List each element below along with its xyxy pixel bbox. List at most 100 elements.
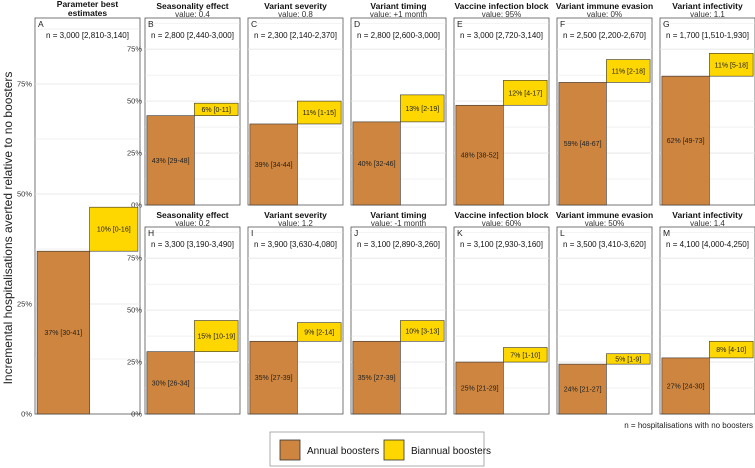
panel-n: n = 2,800 [2,440-3,000]	[151, 31, 234, 40]
bar-biannual	[194, 102, 239, 116]
bar-label-biannual: 5% [1-9]	[615, 356, 641, 363]
panel-letter: A	[38, 19, 44, 29]
bar-biannual	[297, 322, 342, 342]
bar-annual	[455, 361, 504, 415]
bar-biannual	[606, 59, 651, 83]
panel-subtitle: value: +1 month	[370, 10, 427, 19]
bar-label-biannual: 12% [4-17]	[508, 90, 542, 97]
panel-subtitle: value: 60%	[482, 219, 522, 228]
bar-label-biannual: 15% [10-19]	[197, 334, 235, 341]
bar-annual	[146, 351, 195, 415]
bar-annual	[36, 250, 90, 415]
bar-label-biannual: 11% [1-15]	[303, 110, 336, 117]
bar-biannual	[89, 206, 139, 252]
panel-n: n = 2,800 [2,600-3,000]	[357, 31, 440, 40]
bar-label-annual: 24% [21-27]	[564, 387, 602, 394]
bar-label-biannual: 11% [2-18]	[612, 68, 645, 75]
panel-subtitle: value: 50%	[585, 219, 625, 228]
bar-label-annual: 39% [34-44]	[255, 162, 293, 169]
y-tick-label: 50%	[127, 97, 142, 106]
panel-n: n = 3,100 [2,930-3,160]	[460, 240, 543, 249]
bar-biannual	[297, 100, 342, 125]
bar-biannual	[503, 80, 548, 106]
bar-biannual	[606, 353, 651, 365]
panel-title: Variant timing	[370, 1, 426, 11]
bar-annual	[661, 357, 710, 415]
panel-subtitle: value: -1 month	[371, 219, 426, 228]
bar-label-biannual: 13% [2-19]	[405, 106, 439, 113]
panel-letter: M	[663, 228, 670, 238]
panel-title: Variant severity	[264, 210, 327, 220]
y-tick-label: 0%	[131, 410, 142, 419]
y-tick-label: 25%	[127, 149, 142, 158]
panel-letter: C	[251, 19, 257, 29]
bar-annual	[352, 340, 401, 415]
panel-letter: I	[251, 228, 253, 238]
legend-swatch-annual	[279, 439, 301, 461]
panel-subtitle: value: 0.4	[175, 10, 210, 19]
panel-n: n = 4,100 [4,000-4,250]	[666, 240, 749, 249]
bar-label-biannual: 9% [2-14]	[304, 329, 334, 336]
bar-label-biannual: 10% [3-13]	[405, 328, 439, 335]
bar-biannual	[194, 320, 239, 352]
panel-subtitle: value: 1.4	[690, 219, 725, 228]
panel-title: Variant infectivity	[672, 1, 743, 11]
panel-subtitle: value: 0.8	[278, 10, 313, 19]
bar-biannual	[400, 320, 445, 342]
bar-label-biannual: 8% [4-10]	[716, 347, 746, 354]
bar-annual	[249, 340, 298, 415]
bar-label-biannual: 6% [0-11]	[202, 107, 231, 114]
panel-n: n = 3,100 [2,890-3,260]	[357, 240, 440, 249]
bar-annual	[249, 123, 298, 206]
y-tick-label: 75%	[17, 80, 32, 89]
panel-n: n = 2,300 [2,140-2,370]	[254, 31, 337, 40]
bar-annual	[661, 75, 710, 206]
panel-title: Parameter best	[57, 0, 119, 9]
footnote: n = hospitalisations with no boosters	[624, 421, 753, 430]
panel-subtitle: value: 0.2	[175, 219, 210, 228]
panel-subtitle: value: 95%	[482, 10, 522, 19]
bar-label-annual: 48% [38-52]	[461, 153, 499, 160]
panel-letter: L	[560, 228, 565, 238]
panel-title: estimates	[68, 8, 107, 18]
legend: Annual boosters Biannual boosters	[269, 431, 491, 467]
panel-letter: H	[148, 228, 154, 238]
panel-n: n = 1,700 [1,510-1,930]	[666, 31, 749, 40]
panel-title: Seasonality effect	[156, 1, 228, 11]
panel-letter: J	[354, 228, 358, 238]
panel-title: Vaccine infection block	[454, 1, 548, 11]
y-tick-label: 0%	[131, 201, 142, 210]
panel-letter: K	[457, 228, 463, 238]
panel-n: n = 3,000 [2,720-3,140]	[460, 31, 543, 40]
bar-biannual	[503, 347, 548, 363]
panel-letter: E	[457, 19, 463, 29]
panel-letter: B	[148, 19, 154, 29]
bar-label-biannual: 7% [1-10]	[510, 352, 540, 359]
bar-label-biannual: 10% [0-16]	[97, 227, 131, 234]
legend-label-annual: Annual boosters	[307, 446, 379, 457]
bar-annual	[558, 363, 607, 415]
bar-annual	[352, 121, 401, 206]
panel-title: Variant severity	[264, 1, 327, 11]
panel-letter: G	[663, 19, 670, 29]
panel-subtitle: value: 0%	[587, 10, 622, 19]
bar-label-annual: 27% [24-30]	[667, 383, 705, 390]
bar-label-annual: 40% [32-46]	[358, 161, 396, 168]
panel-title: Vaccine infection block	[454, 210, 548, 220]
bar-label-annual: 30% [26-34]	[152, 380, 190, 387]
y-tick-label: 25%	[127, 358, 142, 367]
bar-label-annual: 25% [21-29]	[461, 386, 499, 393]
